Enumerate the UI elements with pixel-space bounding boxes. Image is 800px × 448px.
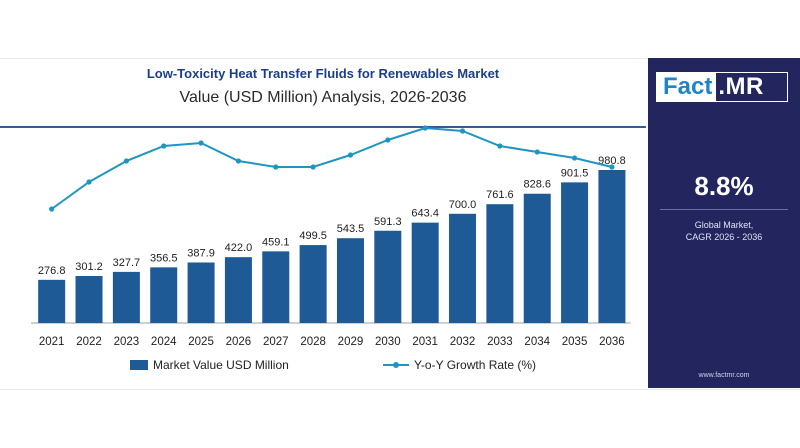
growth-point-2027 <box>273 164 279 170</box>
bar-value-label: 422.0 <box>225 242 253 254</box>
side-panel <box>648 58 800 388</box>
bar-2023 <box>112 271 140 323</box>
bar-value-label: 459.1 <box>262 236 290 248</box>
growth-point-2026 <box>235 158 242 164</box>
logo-text-mr: .MR <box>718 73 764 100</box>
bar-value-label: 643.4 <box>411 208 439 220</box>
x-tick-label: 2024 <box>151 336 177 348</box>
x-tick-label: 2036 <box>599 336 625 348</box>
bar-value-label: 276.8 <box>38 265 66 277</box>
growth-point-2023 <box>123 158 129 164</box>
growth-point-2024 <box>161 143 167 149</box>
bar-2025 <box>187 262 215 323</box>
bar-value-label: 327.7 <box>113 257 141 269</box>
legend-label-growth-rate: Y-o-Y Growth Rate (%) <box>414 358 537 372</box>
x-tick-label: 2030 <box>375 336 401 348</box>
growth-point-2021 <box>49 206 55 212</box>
growth-point-2022 <box>86 179 92 185</box>
growth-point-2032 <box>459 128 466 134</box>
bar-value-label: 301.2 <box>75 261 103 273</box>
growth-point-2030 <box>385 137 391 143</box>
bar-value-label: 543.5 <box>337 223 365 235</box>
cagr-value: 8.8% <box>694 171 754 201</box>
bar-value-label: 761.6 <box>486 189 514 201</box>
x-tick-label: 2033 <box>487 336 513 348</box>
legend-label-market-value: Market Value USD Million <box>153 358 289 372</box>
logo-text-fact: Fact <box>657 73 717 101</box>
cagr-label-line2: CAGR 2026 - 2036 <box>685 232 763 242</box>
legend-bar-swatch <box>130 360 148 370</box>
x-tick-label: 2027 <box>263 336 289 348</box>
x-tick-label: 2023 <box>114 336 140 348</box>
bar-value-label: 387.9 <box>187 247 215 259</box>
bar-value-label: 980.8 <box>598 155 626 167</box>
bar-2031 <box>411 222 439 323</box>
legend-line-swatch <box>383 360 409 370</box>
growth-point-2028 <box>310 164 316 170</box>
x-tick-label: 2034 <box>524 336 550 348</box>
x-tick-label: 2032 <box>450 336 476 348</box>
bar-value-label: 356.5 <box>150 252 178 264</box>
bar-2026 <box>224 257 252 323</box>
x-tick-label: 2026 <box>226 336 252 348</box>
bar-value-label: 700.0 <box>449 199 477 211</box>
bar-2034 <box>523 193 551 323</box>
bar-2028 <box>299 245 327 323</box>
title-divider <box>0 126 646 128</box>
cagr-divider <box>660 209 788 210</box>
bar-2036 <box>598 170 626 323</box>
growth-rate-line <box>51 126 613 210</box>
bar-2021 <box>38 279 66 323</box>
cagr-label: Global Market, CAGR 2026 - 2036 <box>648 219 800 243</box>
x-tick-label: 2031 <box>412 336 438 348</box>
bar-2029 <box>336 238 364 323</box>
website-url[interactable]: www.factmr.com <box>698 372 750 379</box>
growth-point-2036 <box>609 164 615 170</box>
bar-2030 <box>374 230 402 323</box>
chart-title: Low-Toxicity Heat Transfer Fluids for Re… <box>146 66 500 81</box>
growth-point-2029 <box>347 152 354 158</box>
growth-point-2034 <box>534 149 540 155</box>
x-tick-label: 2025 <box>188 336 214 348</box>
bar-2035 <box>561 182 589 323</box>
bar-2022 <box>75 276 103 323</box>
growth-point-2033 <box>497 143 503 149</box>
x-tick-label: 2021 <box>39 336 65 348</box>
bar-2027 <box>262 251 290 323</box>
x-tick-label: 2035 <box>562 336 588 348</box>
legend-item-market-value: Market Value USD Million <box>130 358 289 372</box>
bar-2032 <box>449 213 477 323</box>
x-tick-label: 2022 <box>76 336 102 348</box>
factmr-logo: Fact .MR <box>656 72 788 102</box>
chart-plot: 276.8 2021 301.2 2022 327.7 2023 356.5 2024 387.… <box>31 125 631 348</box>
growth-point-2025 <box>198 140 204 146</box>
bar-2024 <box>150 267 178 323</box>
chart-subtitle: Value (USD Million) Analysis, 2026-2036 <box>179 89 467 106</box>
bar-value-label: 901.5 <box>561 167 589 179</box>
bar-value-label: 591.3 <box>374 216 402 228</box>
bar-value-label: 499.5 <box>299 230 327 242</box>
x-tick-label: 2029 <box>338 336 364 348</box>
cagr-label-line1: Global Market, <box>694 220 754 230</box>
growth-point-2035 <box>571 155 578 161</box>
bar-2033 <box>486 204 514 323</box>
x-tick-label: 2028 <box>300 336 326 348</box>
bar-value-label: 828.6 <box>523 179 551 191</box>
legend-item-growth-rate: Y-o-Y Growth Rate (%) <box>383 358 536 372</box>
growth-point-2031 <box>422 125 428 131</box>
